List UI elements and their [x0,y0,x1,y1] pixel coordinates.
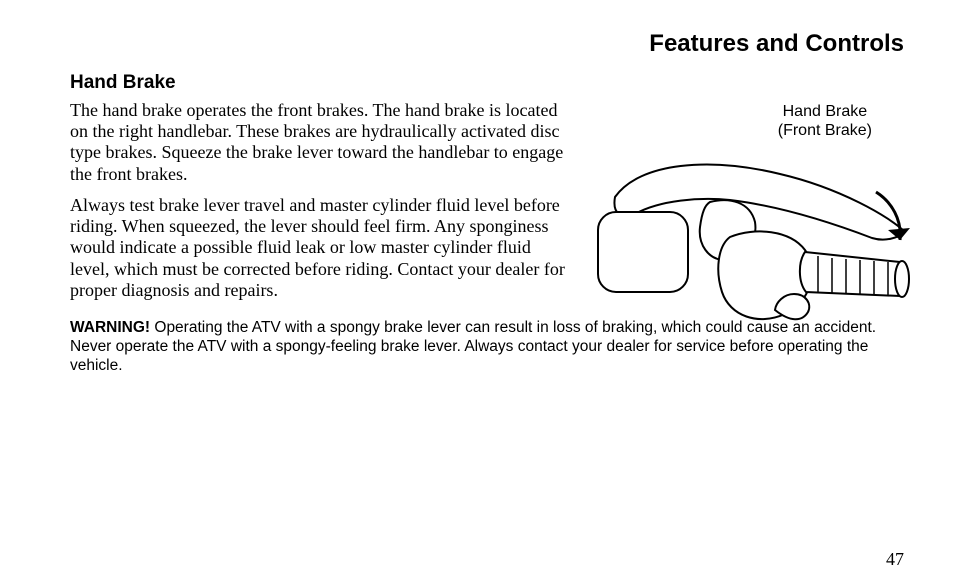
page-title: Features and Controls [70,30,904,58]
hand-brake-diagram [580,142,920,342]
figure-label: Hand Brake (Front Brake) [778,102,872,140]
paragraph-1: The hand brake operates the front brakes… [70,100,570,185]
figure-label-line2: (Front Brake) [778,122,872,139]
warning-label: WARNING! [70,319,150,336]
figure-label-line1: Hand Brake [783,103,868,120]
paragraph-2: Always test brake lever travel and maste… [70,195,570,301]
page-number: 47 [886,549,904,570]
section-heading-hand-brake: Hand Brake [70,72,570,94]
